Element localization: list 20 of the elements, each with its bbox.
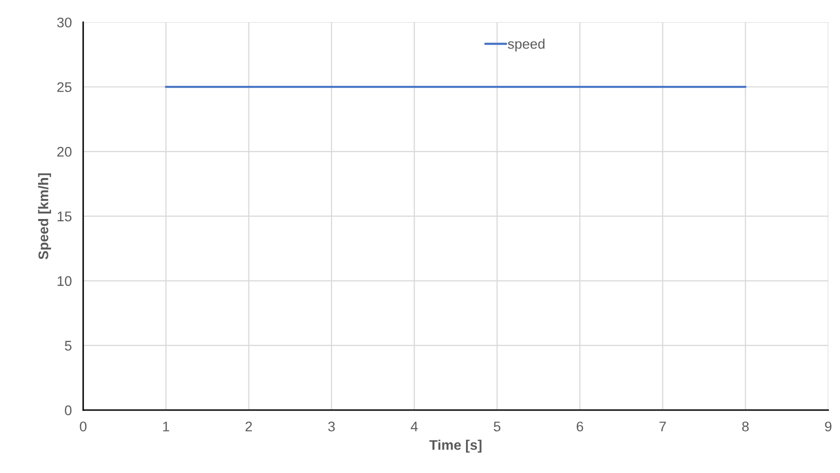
x-tick-label: 0 [80,422,86,432]
x-axis-title: Time [s] [429,440,482,453]
y-tick-label: 0 [64,405,72,416]
x-tick-label: 8 [742,422,749,432]
y-axis-title: Speed [km/h] [38,173,52,260]
x-tick-label: 6 [576,422,584,432]
x-tick-label: 9 [825,422,832,432]
x-tick-label: 7 [660,422,666,432]
x-tick-label: 5 [494,422,500,432]
y-tick-label: 15 [58,212,72,222]
legend-label: speed [508,38,544,52]
y-tick-label: 10 [58,276,72,286]
x-tick-label: 2 [246,422,252,432]
y-tick-label: 20 [57,146,72,157]
x-tick-label: 1 [163,422,170,432]
y-tick-label: 25 [57,82,72,92]
y-tick-label: 5 [64,340,72,351]
y-tick-label: 30 [57,18,72,28]
x-tick-label: 3 [328,422,335,432]
x-tick-label: 4 [410,422,418,432]
